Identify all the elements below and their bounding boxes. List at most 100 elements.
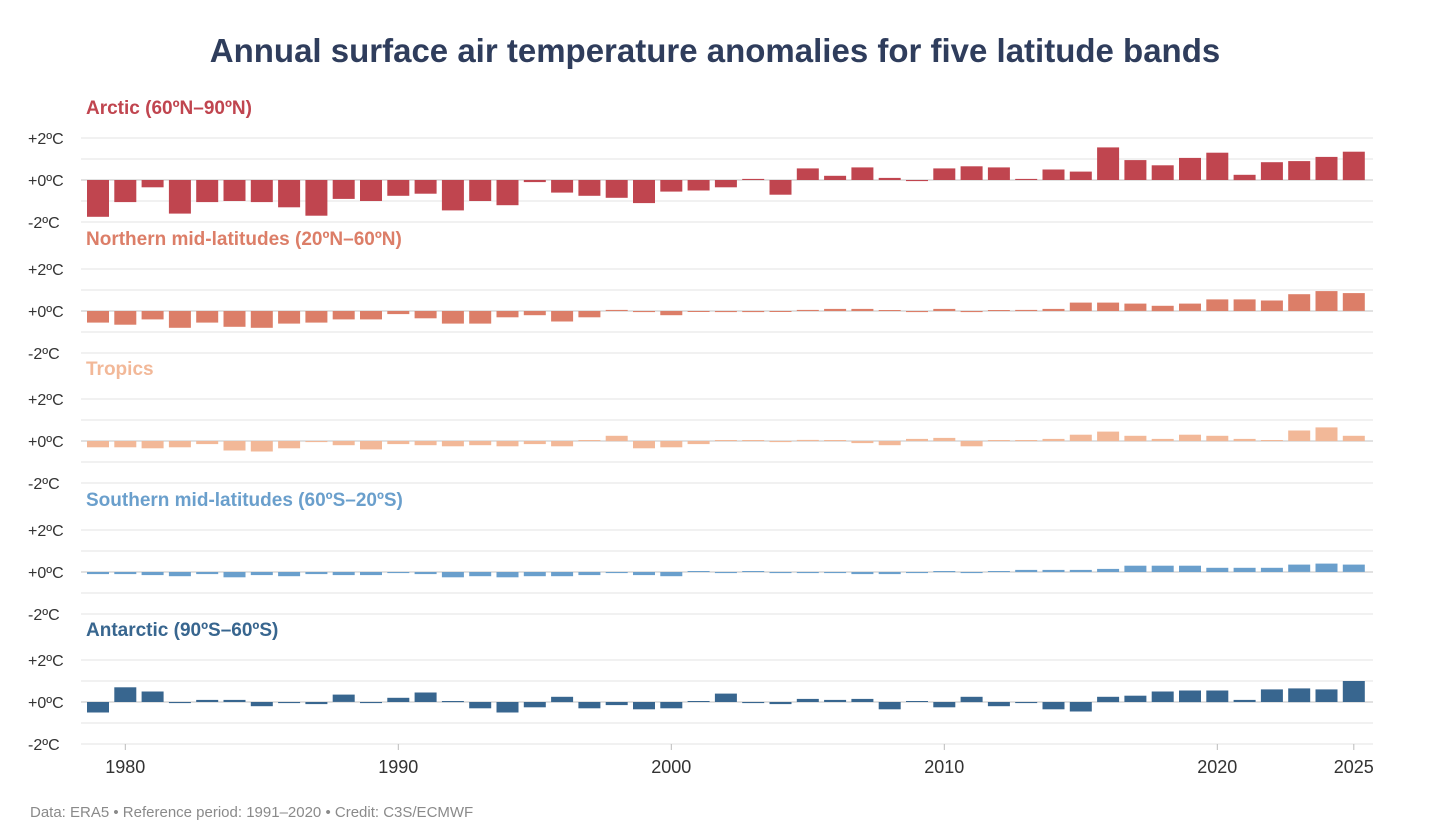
- bar: [1260, 300, 1283, 311]
- bar: [441, 441, 464, 447]
- bar: [223, 180, 246, 201]
- bar: [1342, 564, 1365, 572]
- bar: [714, 693, 737, 702]
- bar: [1233, 438, 1256, 441]
- y-tick-label: +2ºC: [28, 653, 64, 670]
- credit-line: Data: ERA5 • Reference period: 1991–2020…: [30, 804, 473, 821]
- bar: [87, 441, 109, 448]
- bar: [168, 441, 191, 448]
- bar: [878, 441, 901, 446]
- bar: [469, 702, 492, 709]
- bar: [414, 572, 437, 575]
- bar: [1206, 435, 1229, 442]
- x-tick-label: 1980: [105, 757, 145, 777]
- bar: [551, 572, 574, 577]
- bar: [250, 180, 273, 203]
- bar: [906, 701, 928, 702]
- y-tick-label: -2ºC: [28, 607, 60, 624]
- bar: [87, 180, 109, 217]
- panel-4: Antarctic (90ºS–60ºS) +2ºC +0ºC -2ºC: [28, 620, 1373, 754]
- bar: [878, 702, 901, 710]
- bar: [1179, 565, 1201, 572]
- bar: [114, 180, 137, 203]
- bar: [1042, 438, 1065, 441]
- bar: [141, 180, 164, 188]
- bar: [1179, 303, 1201, 311]
- bar: [196, 180, 219, 203]
- bar: [1342, 435, 1365, 442]
- bar: [1179, 690, 1201, 703]
- bar: [1151, 691, 1174, 702]
- bar: [906, 180, 928, 182]
- bar: [796, 439, 819, 441]
- bar: [906, 311, 928, 313]
- bar: [1015, 309, 1038, 311]
- bar: [1315, 689, 1338, 702]
- bar: [1288, 688, 1311, 703]
- y-tick-label: -2ºC: [28, 476, 60, 493]
- bar: [960, 696, 983, 703]
- bar: [496, 441, 519, 447]
- bar: [851, 308, 874, 311]
- bar: [1097, 431, 1120, 442]
- bar: [987, 702, 1010, 707]
- bar: [1260, 689, 1283, 702]
- bar: [414, 441, 437, 446]
- bar: [633, 180, 655, 204]
- bar: [114, 687, 137, 702]
- x-tick-label: 2010: [924, 757, 964, 777]
- chart-title: Annual surface air temperature anomalies…: [210, 32, 1220, 69]
- bar: [1042, 569, 1065, 572]
- bar: [278, 702, 301, 704]
- bar: [687, 441, 710, 445]
- bar: [960, 311, 983, 313]
- bar: [1233, 174, 1256, 181]
- bar: [168, 572, 191, 577]
- bar: [1260, 162, 1283, 180]
- bar: [1097, 147, 1120, 180]
- bar: [1179, 434, 1201, 441]
- bar: [223, 311, 246, 327]
- bar: [360, 572, 382, 576]
- bar: [714, 311, 737, 313]
- bar: [578, 180, 601, 196]
- bar: [824, 175, 847, 180]
- bar: [633, 311, 655, 313]
- bar: [278, 311, 301, 324]
- panel-label: Northern mid-latitudes (20ºN–60ºN): [86, 229, 402, 250]
- bar: [1315, 291, 1338, 311]
- bar: [660, 311, 683, 316]
- bar: [687, 311, 710, 312]
- bar: [742, 311, 765, 313]
- bar: [551, 441, 574, 447]
- bar: [851, 441, 874, 444]
- bar: [1097, 568, 1120, 572]
- bar: [1315, 156, 1338, 180]
- bar: [578, 311, 601, 318]
- bar: [523, 180, 546, 183]
- y-tick-label: +0ºC: [28, 434, 64, 451]
- bar: [496, 180, 519, 206]
- bar: [332, 572, 355, 576]
- bar: [278, 180, 301, 208]
- bar: [660, 441, 683, 448]
- bar: [687, 571, 710, 572]
- bar: [250, 441, 273, 452]
- bar: [523, 311, 546, 316]
- bar: [1233, 299, 1256, 311]
- bar: [1233, 567, 1256, 572]
- bar: [278, 572, 301, 577]
- bar: [1015, 569, 1038, 572]
- bar: [987, 310, 1010, 311]
- bar: [714, 440, 737, 441]
- bar: [469, 441, 492, 446]
- bar: [250, 572, 273, 576]
- bar: [1042, 702, 1065, 710]
- bar: [633, 572, 655, 576]
- bar: [1288, 161, 1311, 180]
- y-tick-label: +0ºC: [28, 173, 64, 190]
- bar: [141, 441, 164, 449]
- bar: [906, 572, 928, 574]
- bar: [305, 441, 328, 443]
- bar: [1124, 695, 1147, 702]
